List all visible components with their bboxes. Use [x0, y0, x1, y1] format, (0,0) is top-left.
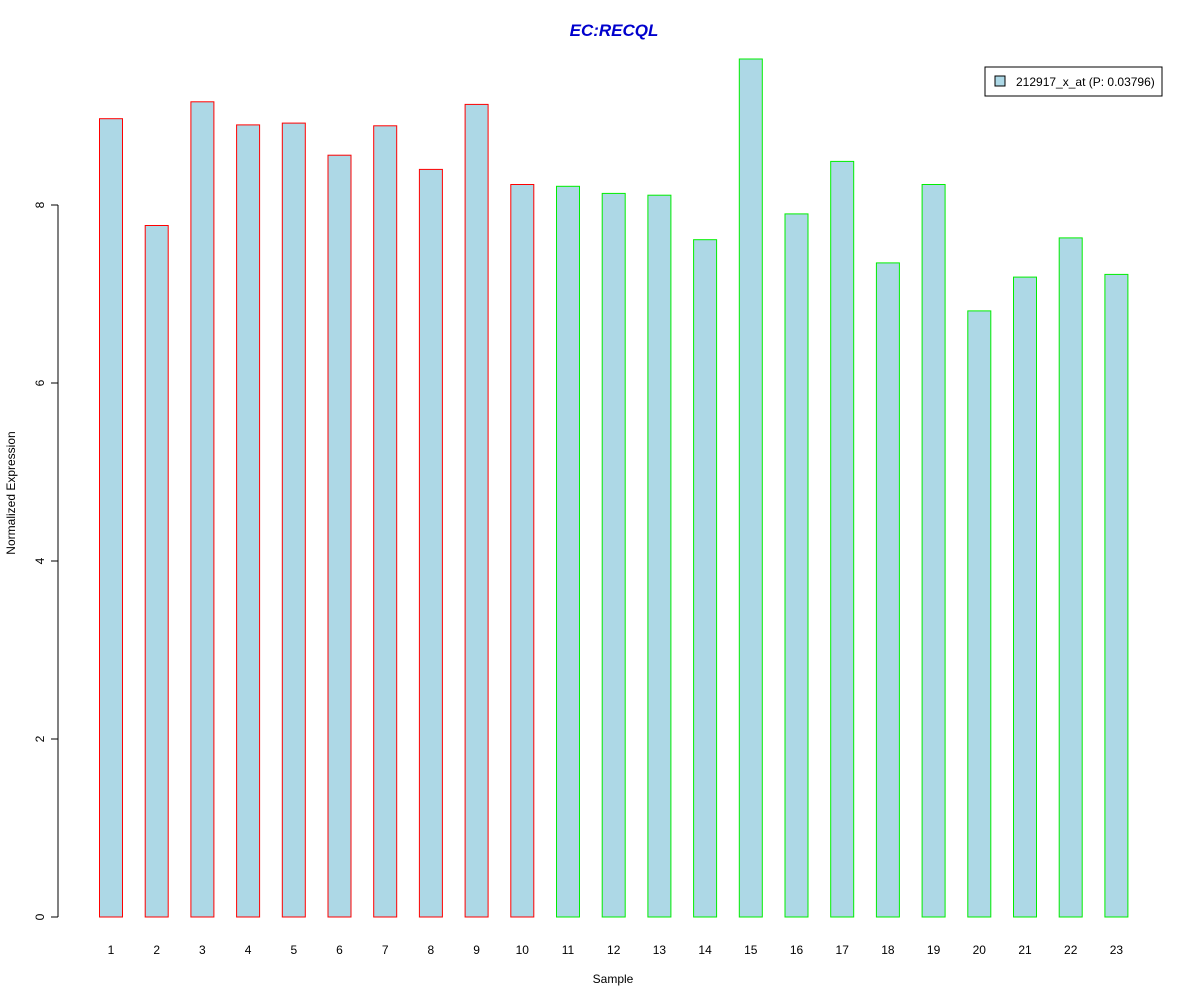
x-tick-label: 18 — [881, 943, 895, 957]
bar-sample-19 — [921, 184, 946, 918]
x-tick-label: 2 — [153, 943, 160, 957]
bar-sample-22 — [1058, 237, 1083, 918]
bar-sample-7 — [373, 125, 398, 918]
y-tick-label: 4 — [33, 557, 47, 564]
bar-sample-11 — [556, 185, 580, 918]
x-tick-label: 4 — [245, 943, 252, 957]
bars-group — [99, 58, 1129, 918]
bar-sample-9 — [464, 103, 489, 918]
bar-sample-2 — [144, 225, 169, 918]
x-tick-label: 10 — [516, 943, 530, 957]
bar-sample-21 — [1013, 276, 1037, 918]
bar-sample-1 — [99, 118, 123, 918]
x-tick-label: 13 — [653, 943, 667, 957]
x-tick-label: 8 — [428, 943, 435, 957]
bar-sample-16 — [784, 213, 809, 918]
bar-sample-20 — [967, 310, 992, 918]
x-tick-label: 22 — [1064, 943, 1078, 957]
x-tick-label: 20 — [973, 943, 987, 957]
x-tick-label: 9 — [473, 943, 480, 957]
bar-sample-15 — [738, 58, 763, 918]
bar-sample-6 — [327, 154, 352, 918]
x-tick-label: 12 — [607, 943, 621, 957]
x-tick-label: 11 — [562, 943, 575, 957]
x-tick-label: 15 — [744, 943, 758, 957]
legend-swatch — [994, 75, 1006, 87]
bar-sample-8 — [418, 168, 443, 918]
x-tick-labels: 1 2 3 4 5 6 7 8 9 10 11 12 13 14 15 16 17 18 19 20 21 22 23 — [108, 943, 1124, 957]
y-axis-label: Normalized Expression — [4, 431, 18, 554]
x-tick-label: 16 — [790, 943, 804, 957]
legend-box — [984, 66, 1163, 97]
x-axis-label: Sample — [593, 972, 634, 986]
y-tick-label: 8 — [33, 201, 47, 208]
x-tick-label: 1 — [108, 943, 115, 957]
chart-title: EC:RECQL — [570, 21, 659, 40]
x-tick-label: 19 — [927, 943, 941, 957]
x-tick-label: 5 — [290, 943, 297, 957]
bar-sample-13 — [647, 194, 672, 918]
bar-sample-4 — [236, 124, 261, 918]
bar-sample-17 — [830, 160, 855, 918]
y-tick-label: 2 — [33, 735, 47, 742]
bar-sample-23 — [1104, 273, 1129, 918]
bar-sample-10 — [510, 184, 535, 918]
bar-sample-12 — [601, 192, 626, 918]
bar-sample-14 — [693, 239, 718, 918]
x-tick-label: 7 — [382, 943, 389, 957]
y-tick-label: 0 — [33, 913, 47, 920]
bar-sample-18 — [875, 262, 900, 918]
x-tick-label: 6 — [336, 943, 343, 957]
legend: 212917_x_at (P: 0.03796) — [984, 66, 1163, 97]
x-tick-label: 3 — [199, 943, 206, 957]
x-tick-label: 23 — [1110, 943, 1124, 957]
y-axis: 0 2 4 6 8 — [33, 201, 59, 920]
bar-sample-5 — [281, 122, 306, 918]
x-tick-label: 21 — [1018, 943, 1032, 957]
x-tick-label: 14 — [698, 943, 712, 957]
bar-sample-3 — [190, 101, 215, 918]
y-tick-label: 6 — [33, 379, 47, 386]
legend-label: 212917_x_at (P: 0.03796) — [1016, 75, 1155, 89]
x-tick-label: 17 — [836, 943, 850, 957]
